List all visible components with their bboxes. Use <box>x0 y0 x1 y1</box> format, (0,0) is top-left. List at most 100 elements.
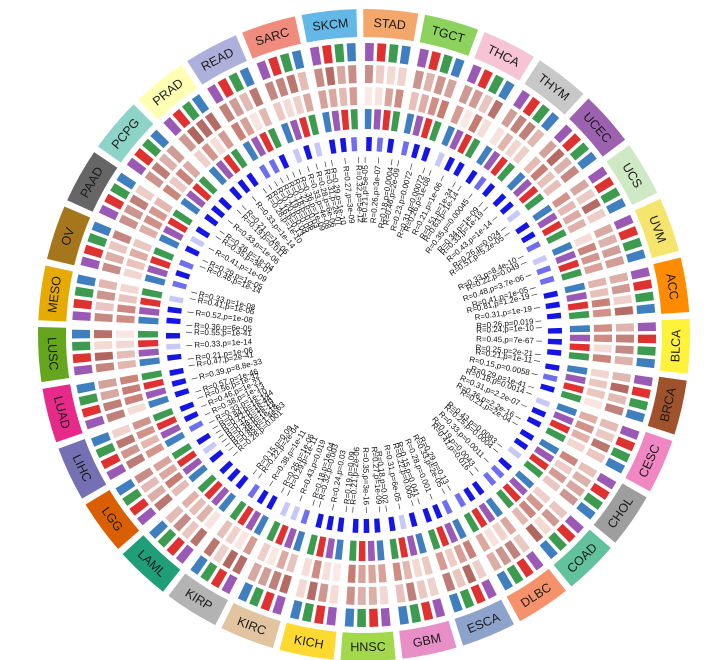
heat-cell-pcpg-3-0 <box>180 197 201 215</box>
heat-cell-skcm-2-1 <box>328 88 338 108</box>
corr-tick <box>319 501 322 508</box>
heat-cell-paad-0-0 <box>98 204 119 221</box>
sig-bar-blca-1 <box>547 338 562 345</box>
heat-cell-laml-3-3 <box>197 474 217 493</box>
heat-cell-ucs-1-1 <box>575 188 596 205</box>
heat-cell-meso-1-1 <box>95 301 114 312</box>
heat-cell-hnsc-0-2 <box>357 608 366 627</box>
corr-tick <box>187 358 194 360</box>
heat-cell-coad-3-0 <box>515 470 535 489</box>
heat-cell-ov-1-1 <box>104 251 125 265</box>
sig-bar-ov-0 <box>172 280 188 290</box>
heat-cell-chol-3-2 <box>528 453 549 471</box>
heat-cell-chol-1-1 <box>571 470 592 488</box>
heat-cell-chol-3-3 <box>523 460 544 478</box>
heat-cell-hnsc-1-1 <box>368 586 378 605</box>
heat-cell-uvm-1-3 <box>604 255 625 269</box>
heat-cell-gbm-0-1 <box>420 601 434 621</box>
heat-cell-esca-1-1 <box>462 564 477 584</box>
heat-cell-dlbc-3-1 <box>478 502 496 523</box>
heat-cell-ucec-0-1 <box>562 133 582 152</box>
heat-cell-ucec-1-1 <box>546 148 565 167</box>
heat-cell-blca-2-1 <box>593 334 613 343</box>
heat-cell-lgg-0-2 <box>122 488 142 506</box>
sig-bar-prad-1 <box>237 179 251 194</box>
corr-tick <box>298 169 302 176</box>
heat-cell-coad-2-0 <box>532 486 551 504</box>
heat-cell-chol-2-0 <box>559 450 579 467</box>
heat-cell-read-0-3 <box>239 67 255 88</box>
corr-tick <box>236 209 242 215</box>
heat-cell-ucec-3-0 <box>506 172 526 191</box>
corr-tick <box>208 247 215 252</box>
heat-cell-esca-2-3 <box>435 551 448 571</box>
sig-bar-kirp-0 <box>266 495 278 510</box>
heat-cell-hnsc-1-3 <box>346 586 355 605</box>
heat-cell-esca-3-3 <box>427 528 441 550</box>
sig-bar-stad-2 <box>386 138 395 154</box>
sector-luad <box>42 384 83 443</box>
heat-cell-laml-3-0 <box>218 492 237 513</box>
sig-bar-paad-0 <box>184 245 200 257</box>
heat-cell-tgct-1-0 <box>412 70 425 90</box>
heat-cell-stad-3-2 <box>382 109 391 131</box>
sig-bar-hnsc-2 <box>352 518 359 533</box>
heat-cell-uvm-0-2 <box>622 237 643 252</box>
heat-cell-dlbc-1-1 <box>504 540 521 560</box>
heat-cell-sarc-2-3 <box>302 92 314 113</box>
heat-cell-pcpg-0-2 <box>142 138 162 157</box>
sig-bar-lgg-1 <box>202 441 218 455</box>
heat-cell-lgg-2-3 <box>152 455 172 472</box>
heat-cell-cesc-1-2 <box>590 438 611 453</box>
correlation-heatmap-rings <box>72 43 657 627</box>
corr-tick <box>531 293 538 296</box>
heat-cell-meso-0-1 <box>73 298 93 310</box>
heat-cell-prad-2-0 <box>193 149 212 168</box>
corr-tick <box>219 230 225 235</box>
heat-cell-prad-1-1 <box>186 125 205 145</box>
heat-cell-kich-3-1 <box>325 537 335 559</box>
sig-bar-sarc-2 <box>313 142 323 157</box>
sector-lihc <box>58 438 107 499</box>
heat-cell-lihc-0-2 <box>95 442 116 459</box>
heat-cell-ov-1-2 <box>108 240 128 255</box>
heat-cell-coad-3-2 <box>502 483 522 503</box>
corr-tick <box>221 438 227 443</box>
correlation-label: R=0.24,p=1e-10 <box>476 323 535 334</box>
corr-tick <box>241 205 247 211</box>
heat-cell-chol-2-3 <box>542 475 561 492</box>
heat-cell-paad-0-1 <box>104 193 125 210</box>
heat-cell-acc-3-0 <box>564 282 586 294</box>
heat-cell-lihc-0-3 <box>90 432 111 447</box>
sig-bar-ucs-2 <box>525 241 541 253</box>
correlation-label: R=0.32,p=5e-12 <box>354 165 365 224</box>
sig-bar-paad-1 <box>189 235 205 248</box>
heat-cell-sarc-3-1 <box>289 119 303 141</box>
heat-cell-coad-1-3 <box>525 523 544 543</box>
sig-bar-skcm-0 <box>328 139 337 154</box>
heat-cell-kirc-1-3 <box>247 562 263 582</box>
heat-cell-thca-3-1 <box>449 129 464 151</box>
heat-cell-ucs-3-1 <box>537 212 558 229</box>
heat-cell-sarc-3-0 <box>280 122 294 144</box>
sig-bar-kirc-2 <box>279 501 291 517</box>
sig-bar-gbm-1 <box>398 514 407 530</box>
sector-label-blca: BLCA <box>668 329 683 363</box>
heat-cell-prad-0-2 <box>181 101 200 121</box>
heat-cell-thym-3-0 <box>476 145 493 166</box>
heat-cell-sarc-2-2 <box>292 95 305 115</box>
heat-cell-blca-1-3 <box>614 355 634 366</box>
heat-cell-dlbc-0-0 <box>525 551 544 571</box>
corr-tick <box>517 255 524 259</box>
heat-cell-blca-0-3 <box>636 357 655 369</box>
heat-cell-lgg-2-0 <box>171 479 190 497</box>
heat-cell-blca-3-2 <box>569 343 590 352</box>
heat-cell-thym-3-1 <box>483 150 501 171</box>
sig-bar-brca-1 <box>542 373 558 382</box>
heat-cell-kirp-2-1 <box>233 530 250 550</box>
heat-cell-lgg-1-2 <box>140 476 160 494</box>
corr-tick <box>531 373 538 376</box>
sig-bar-read-1 <box>268 158 280 174</box>
heat-cell-lgg-0-1 <box>129 498 149 516</box>
